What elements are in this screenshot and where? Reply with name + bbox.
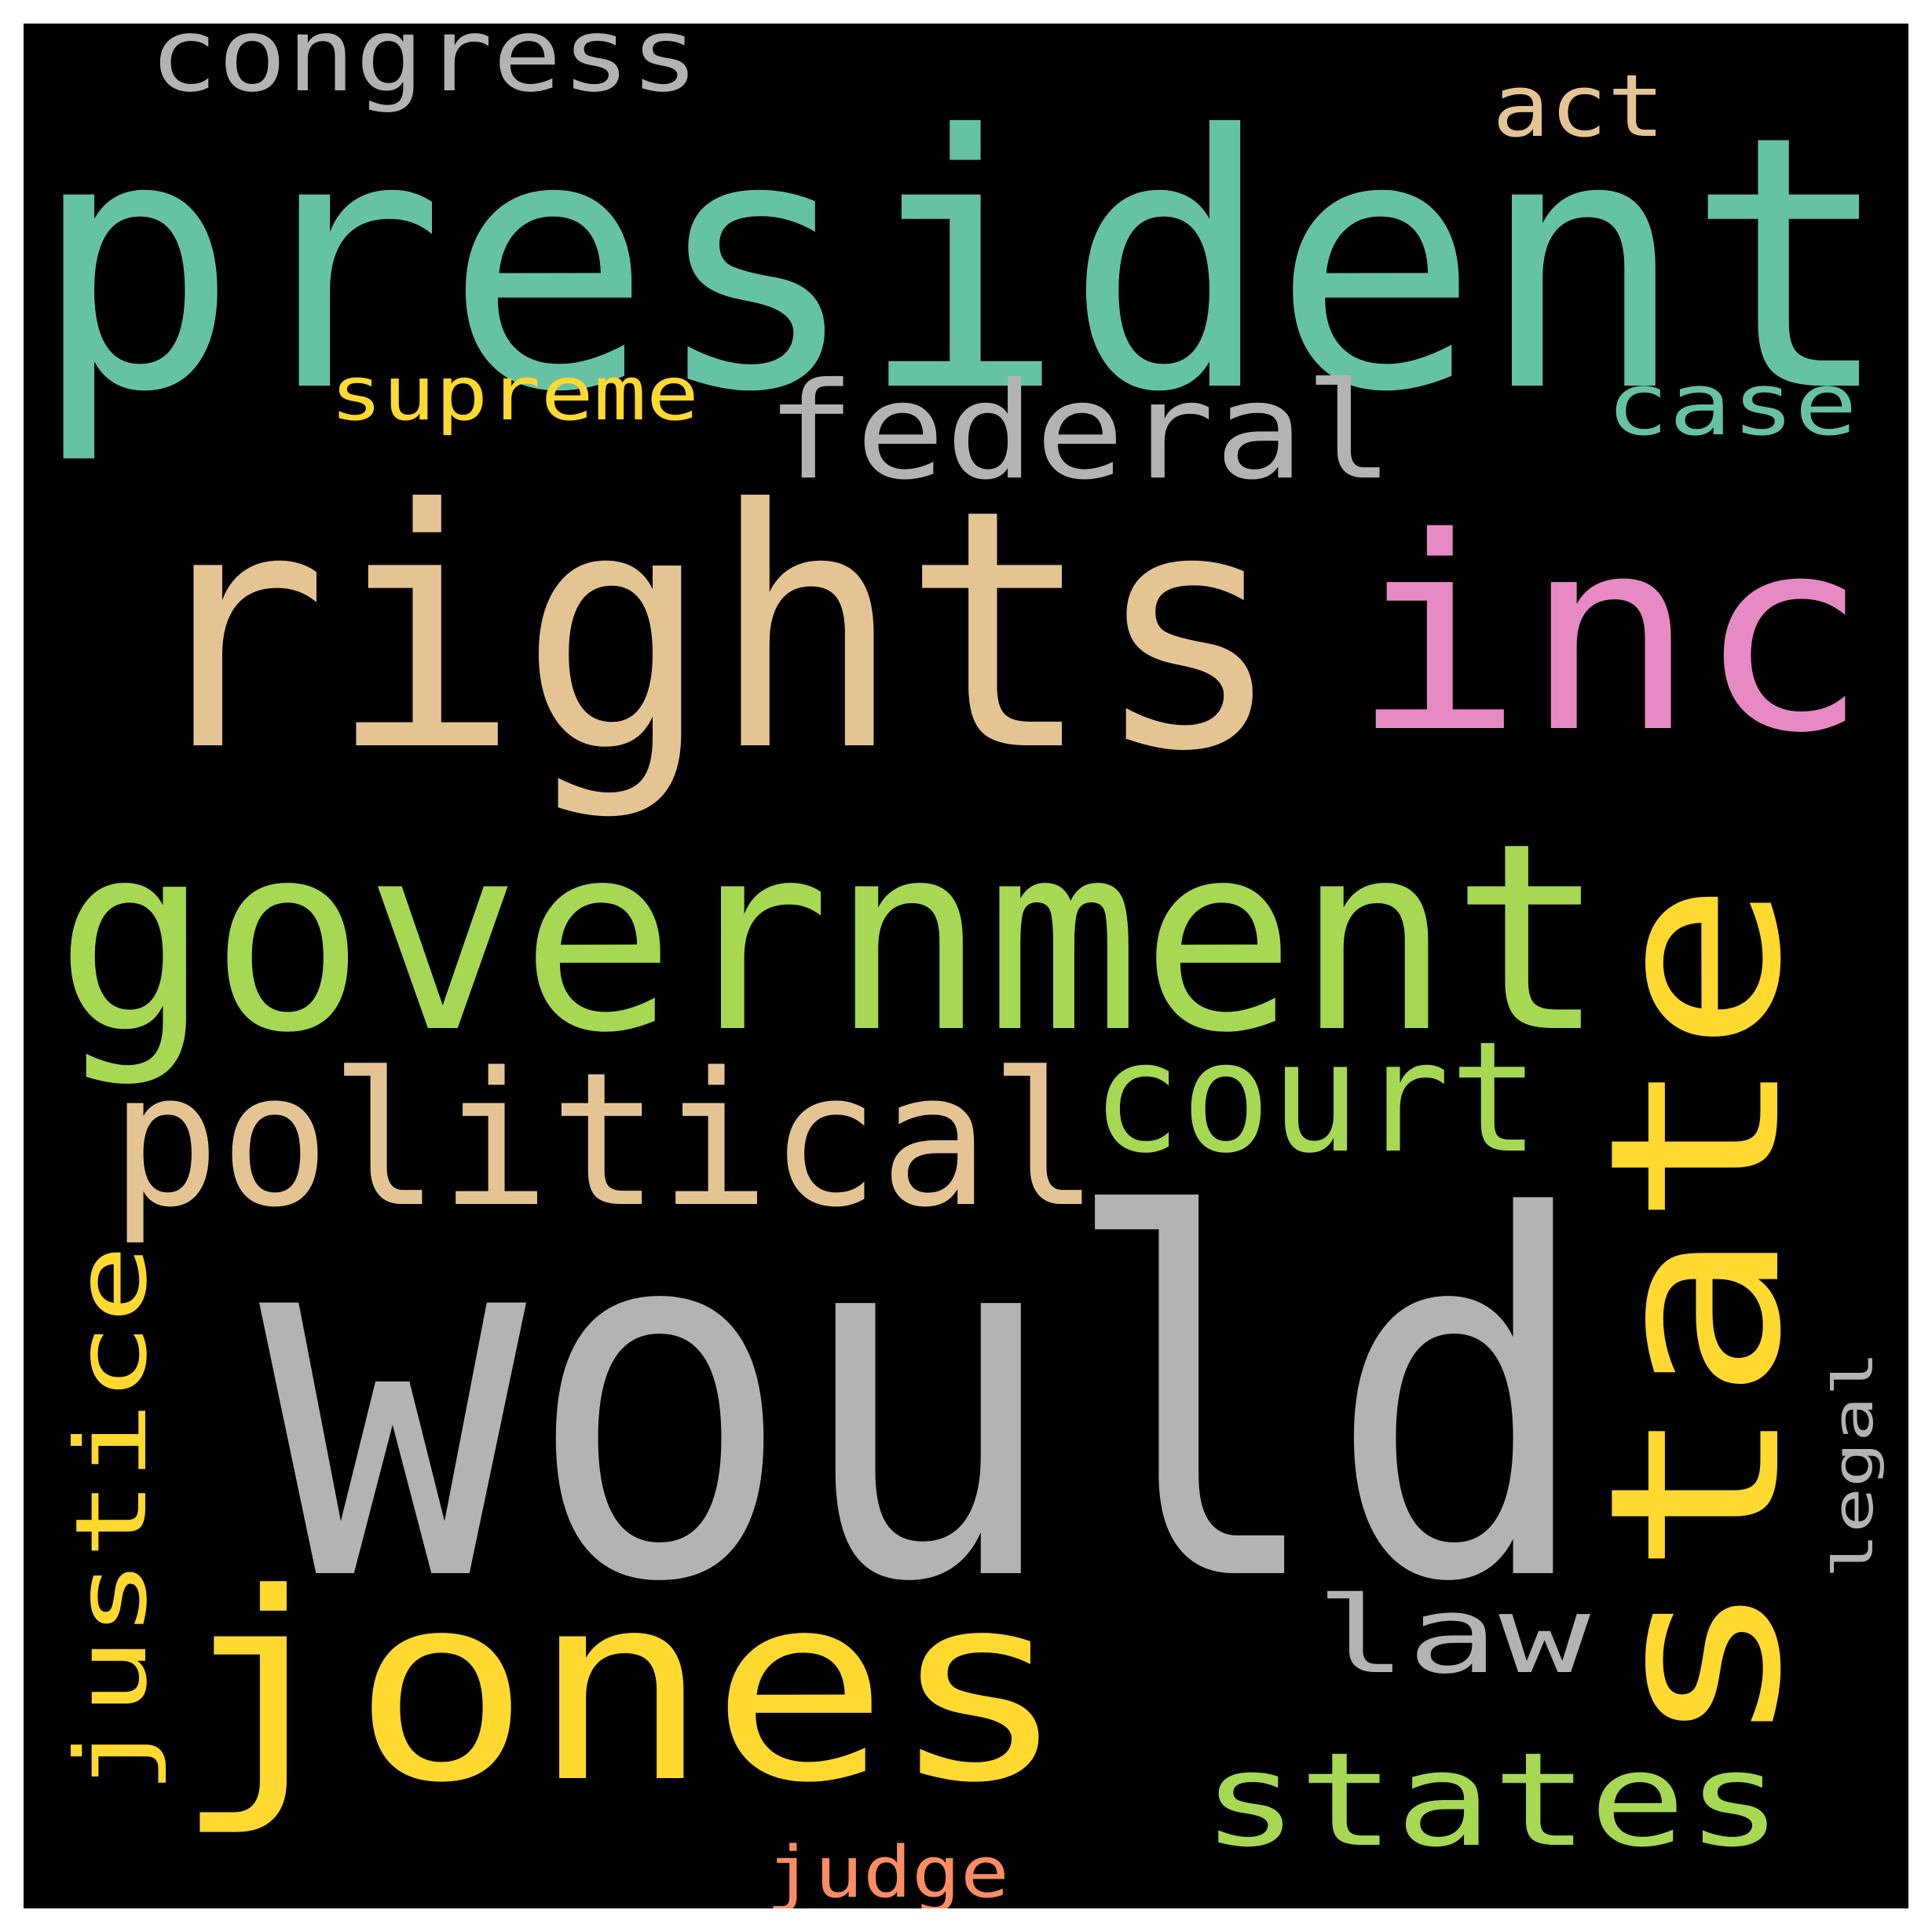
word-act: act [1492,56,1666,156]
word-congress: congress [149,24,700,115]
word-court: court [1092,1008,1539,1187]
word-jones: jones [173,1538,1069,1839]
word-government: government [55,788,1607,1089]
word-judge: judge [766,1831,1010,1908]
word-supreme: supreme [330,351,700,437]
word-president: president [31,61,1893,468]
word-justice: justice [55,1244,169,1795]
word-state: state [1559,880,1833,1751]
word-cloud-canvas: would president rights inc government state jo… [24,24,1908,1908]
word-federal: federal [766,354,1394,510]
word-rights: rights [137,440,1284,824]
word-states: states [1202,1725,1783,1875]
word-case: case [1606,354,1858,455]
word-political: political [110,1034,1100,1248]
word-would: would [259,1114,1594,1690]
word-legal: legal [1821,1351,1886,1579]
word-law: law [1315,1574,1590,1697]
word-inc: inc [1351,481,1870,792]
